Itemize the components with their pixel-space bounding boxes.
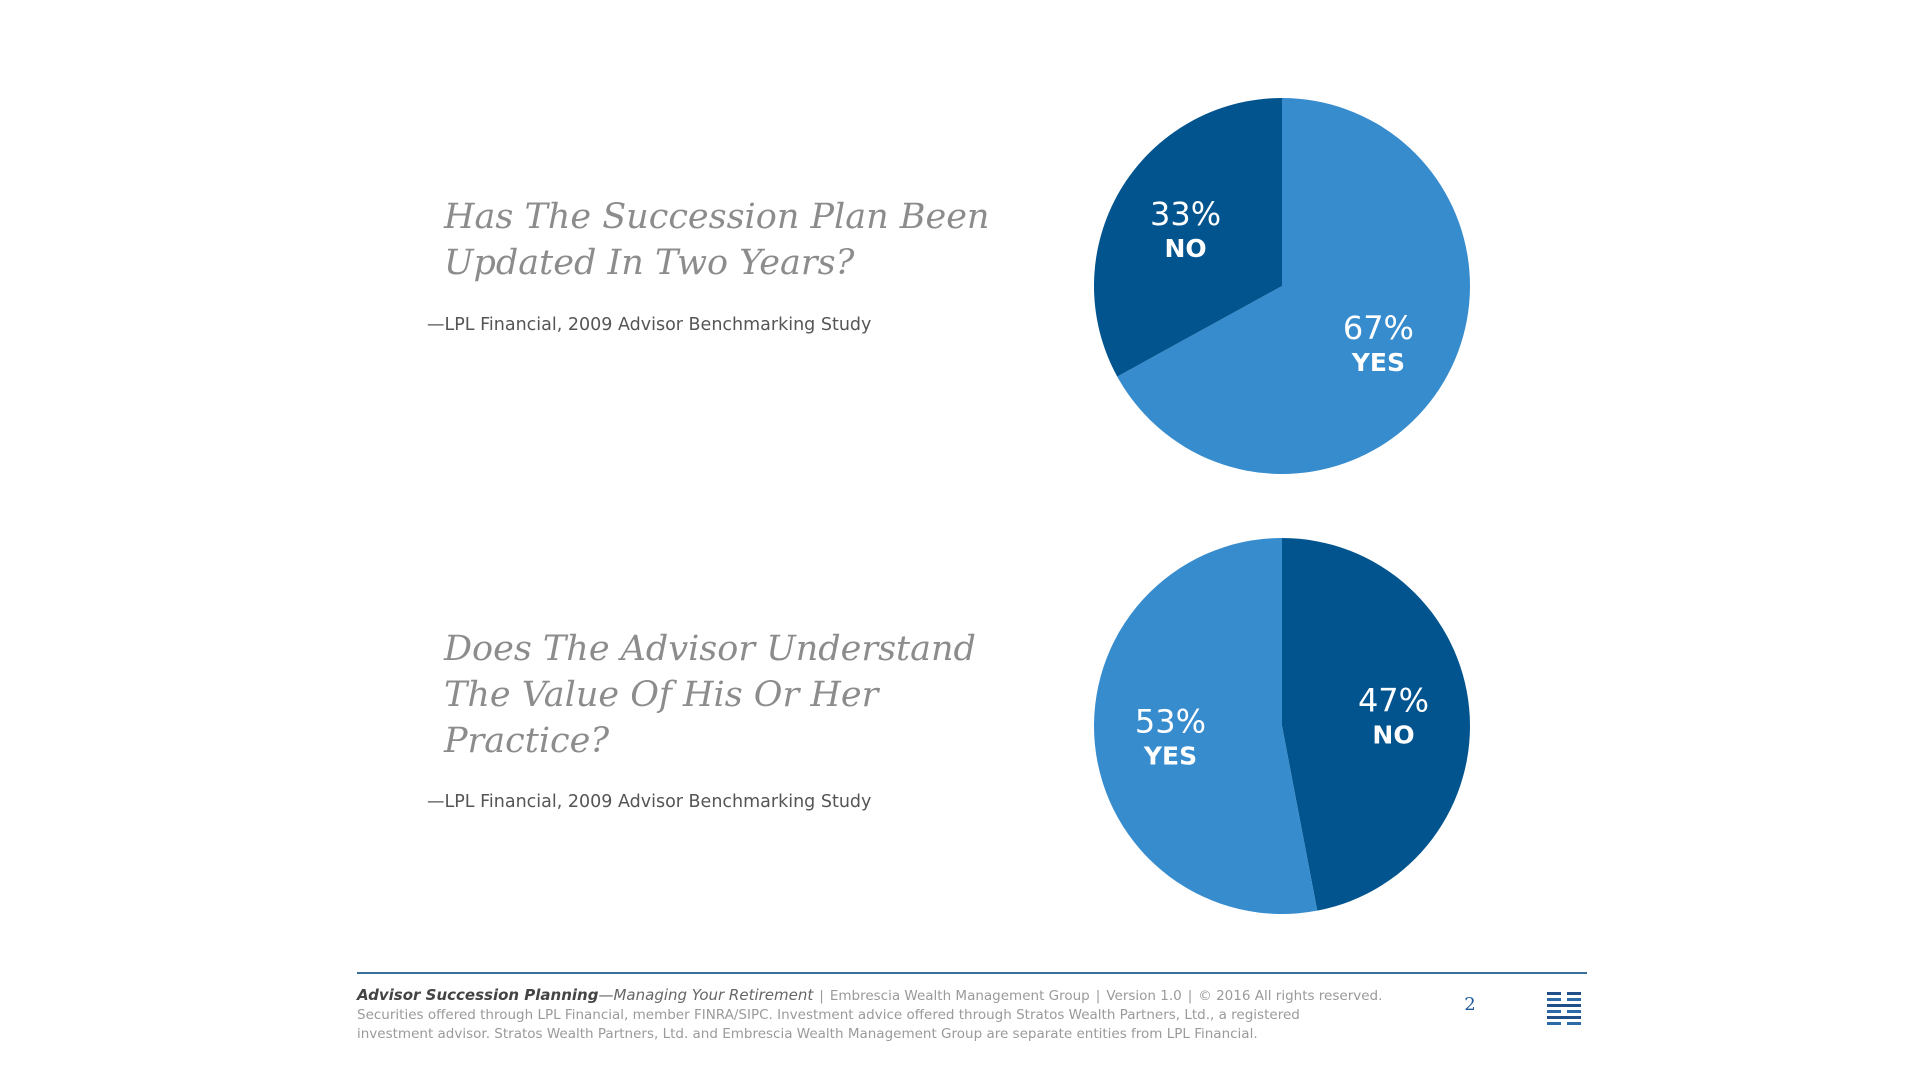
- footer-separator-2: |: [1095, 988, 1101, 1004]
- footer-title: Advisor Succession Planning: [357, 986, 599, 1004]
- pie-2-label-yes-category: YES: [1143, 742, 1197, 771]
- pie-chart-plan-updated: 67% YES 33% NO: [1094, 98, 1470, 474]
- pie-1-label-no-percent: 33%: [1150, 195, 1221, 233]
- pie-chart-advisor-value-svg: 47%NO 53%YES: [1094, 538, 1470, 914]
- pie-1-slice-yes: [1117, 98, 1470, 474]
- pie-chart-plan-updated-svg: 67%YES 33%NO: [1094, 98, 1470, 474]
- question-2-line-2: The Value Of His Or Her: [444, 675, 879, 715]
- pie-2-slice-no: [1282, 538, 1470, 911]
- footer-disclaimer-line-2: investment advisor. Stratos Wealth Partn…: [357, 1026, 1258, 1042]
- question-2-line-1: Does The Advisor Understand: [444, 629, 976, 669]
- footer-rights: © 2016 All rights reserved.: [1198, 988, 1383, 1004]
- stacked-bars-logo-icon: [1547, 992, 1581, 1025]
- pie-1-label-no-category: NO: [1165, 234, 1207, 263]
- footer-company: Embrescia Wealth Management Group: [829, 988, 1090, 1004]
- question-1-line-1: Has The Succession Plan Been: [444, 197, 990, 237]
- question-2-title: Does The Advisor Understand The Value Of…: [444, 626, 1004, 764]
- pie-1-label-yes-category: YES: [1351, 348, 1405, 377]
- footer-separator-1: |: [819, 988, 824, 1004]
- pie-2-label-yes-percent: 53%: [1135, 703, 1206, 741]
- footer-version: Version 1.0: [1106, 988, 1182, 1004]
- footer-title-line: Advisor Succession Planning—Managing You…: [357, 986, 1437, 1006]
- question-2-source: —LPL Financial, 2009 Advisor Benchmarkin…: [427, 792, 872, 812]
- page-number: 2: [1464, 994, 1476, 1015]
- footer-disclaimer-line-1: Securities offered through LPL Financial…: [357, 1007, 1300, 1023]
- pie-chart-advisor-value: 47% NO 53% YES: [1094, 538, 1470, 914]
- footer-subtitle: —Managing Your Retirement: [598, 986, 814, 1004]
- pie-2-slice-yes: [1094, 538, 1318, 914]
- question-1-line-2: Updated In Two Years?: [444, 243, 855, 283]
- pie-1-label-yes-percent: 67%: [1343, 309, 1414, 347]
- pie-2-label-no-category: NO: [1372, 720, 1414, 749]
- footer: Advisor Succession Planning—Managing You…: [357, 986, 1437, 1044]
- footer-divider: [357, 972, 1587, 974]
- footer-separator-3: |: [1187, 988, 1193, 1004]
- question-2-line-3: Practice?: [444, 721, 610, 761]
- pie-1-slice-no: [1094, 98, 1282, 377]
- pie-2-label-no-percent: 47%: [1358, 681, 1429, 719]
- question-1-source: —LPL Financial, 2009 Advisor Benchmarkin…: [427, 315, 872, 335]
- question-1-title: Has The Succession Plan Been Updated In …: [444, 194, 1004, 286]
